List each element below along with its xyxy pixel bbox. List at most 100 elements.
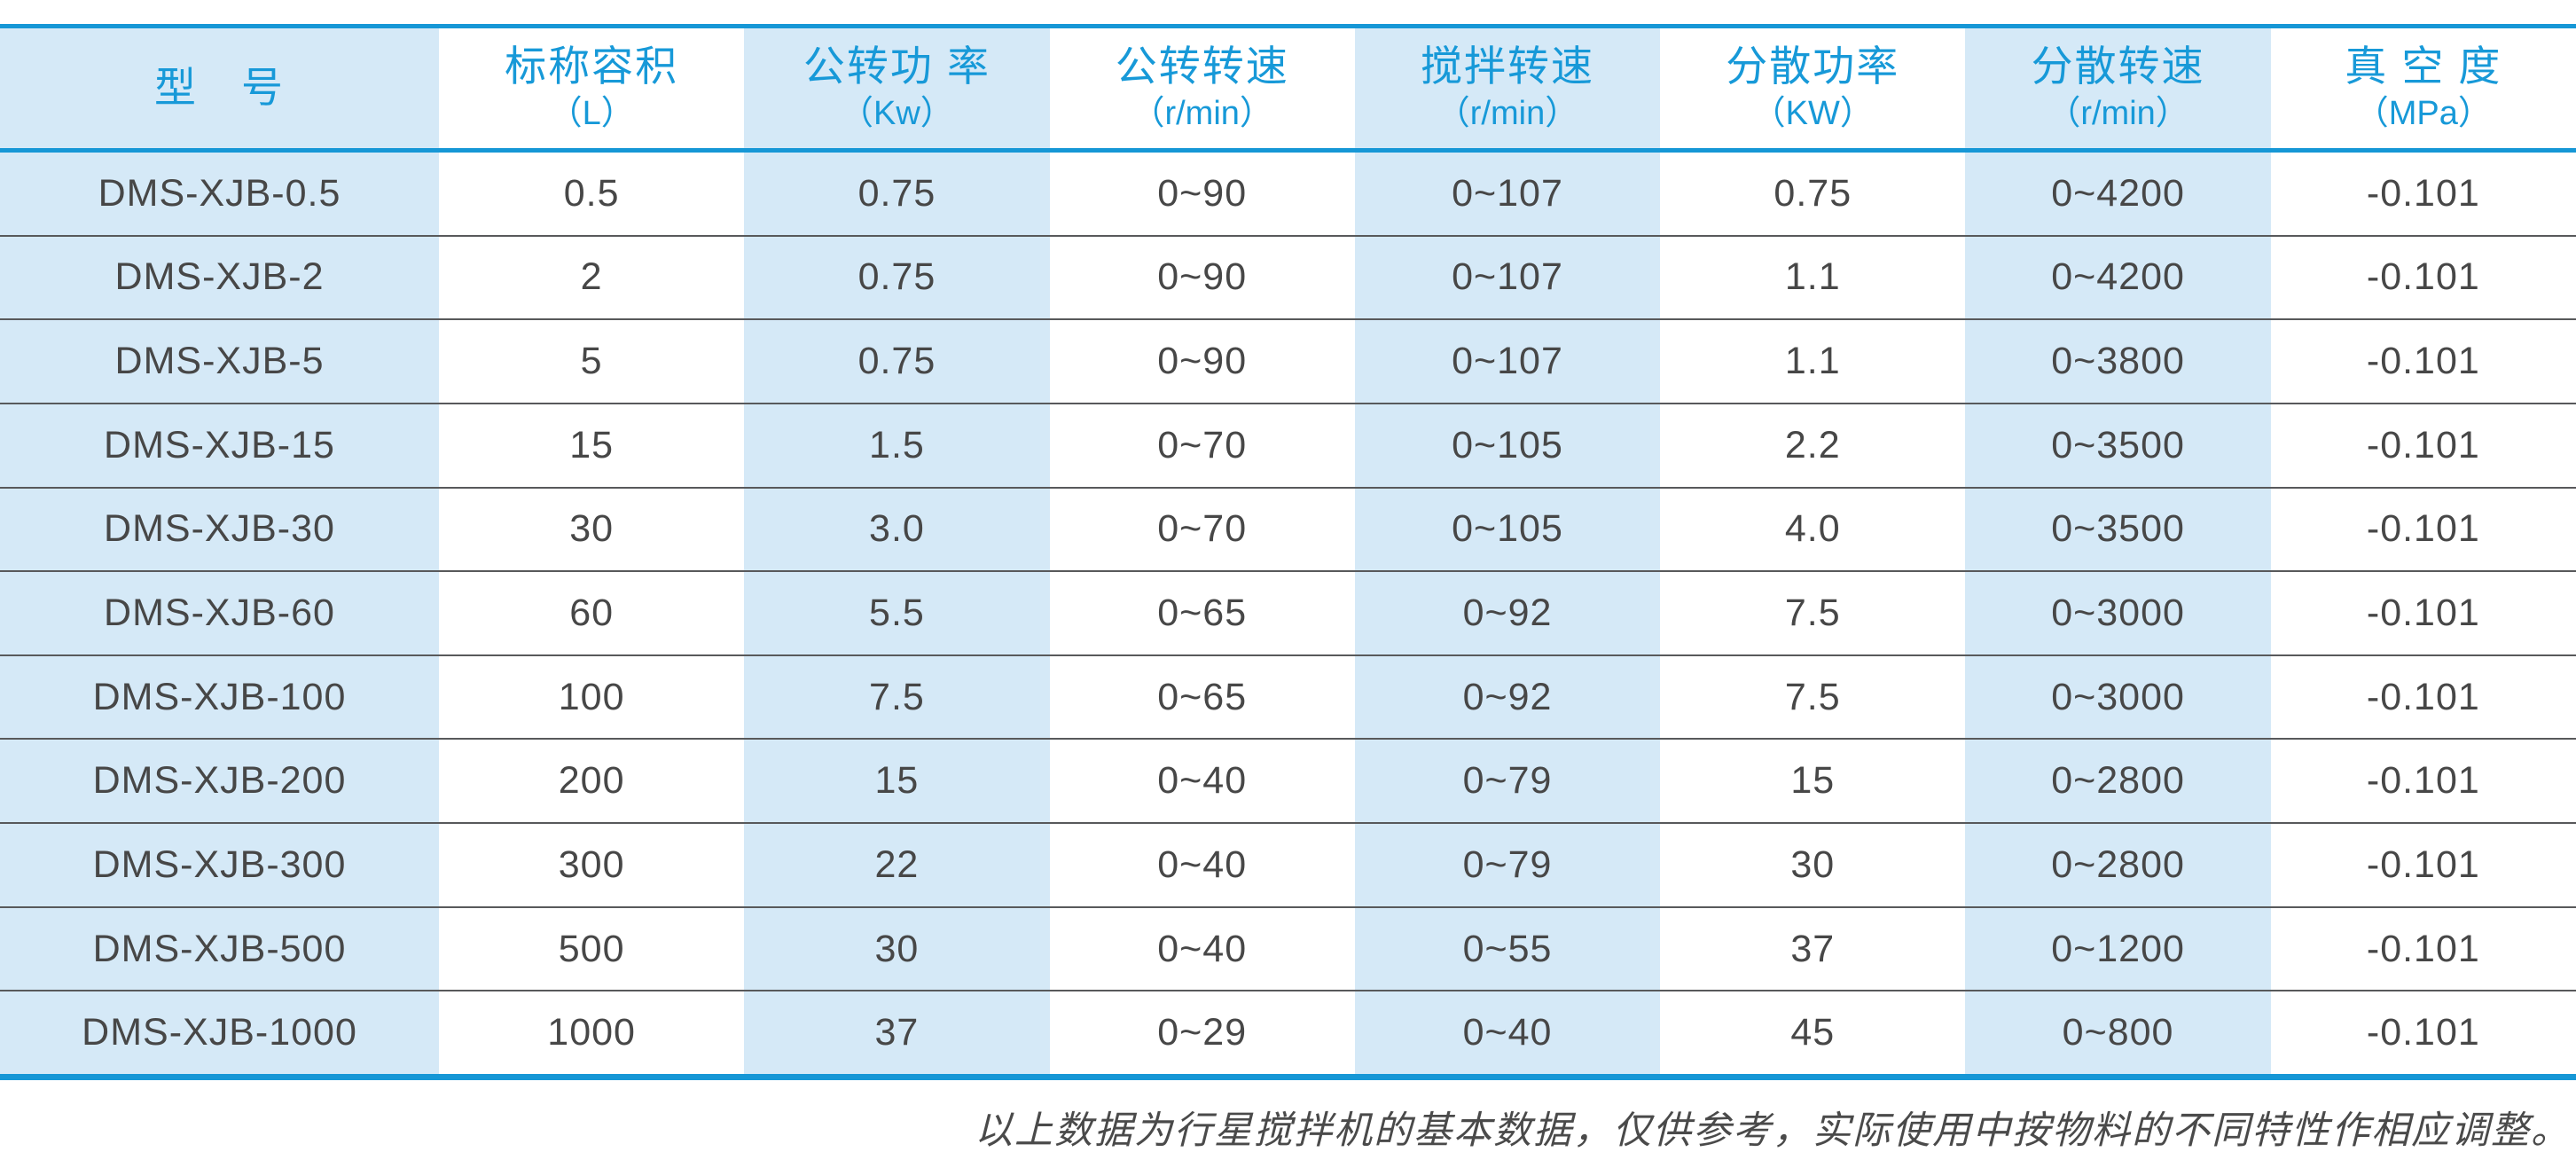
- table-row: DMS-XJB-15 15 1.5 0~70 0~105 2.2 0~3500 -0.101: [0, 402, 2576, 487]
- table-row: DMS-XJB-0.5 0.5 0.75 0~90 0~107 0.75 0~4200 -0.…: [0, 153, 2576, 235]
- value-cell: 7.5: [744, 655, 1050, 739]
- value-cell: 0.75: [744, 320, 1050, 403]
- value-cell: 1.5: [744, 404, 1050, 487]
- value-cell: 1000: [547, 1011, 636, 1054]
- value-cell: 0~40: [1157, 842, 1248, 886]
- value-cell: 0~2800: [1965, 824, 2271, 906]
- col-header-unit: （r/min）: [1436, 95, 1579, 133]
- value-cell: 0.75: [744, 153, 1050, 235]
- col-header-label: 搅拌转速: [1420, 43, 1594, 90]
- value-cell: -0.101: [2366, 340, 2480, 383]
- table-bottom-border: [0, 1074, 2576, 1080]
- value-cell: 0~90: [1157, 340, 1248, 383]
- value-cell: 0~65: [1157, 675, 1248, 718]
- value-cell: 200: [558, 759, 625, 803]
- value-cell: 37: [1790, 927, 1836, 970]
- value-cell: 0~40: [1354, 991, 1661, 1075]
- table-row: DMS-XJB-100 100 7.5 0~65 0~92 7.5 0~3000 -0.101: [0, 654, 2576, 739]
- footnote-text: 以上数据为行星搅拌机的基本数据，仅供参考，实际使用中按物料的不同特性作相应调整。: [975, 1110, 2571, 1152]
- value-cell: 0~105: [1354, 488, 1661, 571]
- value-cell: 0~107: [1354, 153, 1661, 235]
- table-row: DMS-XJB-30 30 3.0 0~70 0~105 4.0 0~3500 -0.101: [0, 486, 2576, 571]
- value-cell: 0~40: [1157, 927, 1248, 970]
- value-cell: 3.0: [744, 488, 1050, 571]
- value-cell: 1.1: [1784, 340, 1841, 383]
- col-header-unit: （MPa）: [2354, 95, 2492, 133]
- model-cell: DMS-XJB-200: [0, 740, 439, 823]
- value-cell: 0~79: [1354, 824, 1661, 906]
- value-cell: 300: [558, 842, 625, 886]
- col-header-unit: （Kw）: [840, 95, 954, 133]
- col-header-label: 型 号: [154, 64, 285, 112]
- value-cell: 5: [580, 340, 603, 383]
- col-header-label: 分散功率: [1726, 43, 1900, 90]
- col-header-nominal-capacity: 标称容积 （L）: [439, 28, 744, 148]
- value-cell: 0.75: [1773, 171, 1852, 215]
- value-cell: -0.101: [2366, 842, 2480, 886]
- col-header-vacuum-degree: 真 空 度 （MPa）: [2271, 28, 2576, 148]
- model-cell: DMS-XJB-60: [0, 572, 439, 654]
- value-cell: 0~4200: [1965, 153, 2271, 235]
- spec-table: 型 号 标称容积 （L） 公转功 率 （Kw） 公转转速 （r/min） 搅拌转…: [0, 24, 2576, 1080]
- value-cell: 30: [569, 507, 615, 551]
- value-cell: 2.2: [1784, 423, 1841, 466]
- value-cell: 0~3500: [1965, 488, 2271, 571]
- value-cell: 15: [1790, 759, 1836, 803]
- value-cell: 0~107: [1354, 320, 1661, 403]
- col-header-dispersion-power: 分散功率 （KW）: [1660, 28, 1965, 148]
- value-cell: 0~1200: [1965, 907, 2271, 991]
- value-cell: 15: [569, 423, 615, 466]
- model-cell: DMS-XJB-0.5: [0, 153, 439, 235]
- col-header-label: 真 空 度: [2345, 43, 2502, 90]
- value-cell: 0~65: [1157, 592, 1248, 635]
- value-cell: -0.101: [2366, 171, 2480, 215]
- model-cell: DMS-XJB-30: [0, 488, 439, 571]
- value-cell: 0~79: [1354, 740, 1661, 823]
- col-header-label: 分散转速: [2031, 43, 2205, 90]
- model-cell: DMS-XJB-15: [0, 404, 439, 487]
- model-cell: DMS-XJB-100: [0, 655, 439, 739]
- value-cell: 60: [569, 592, 615, 635]
- value-cell: 45: [1790, 1011, 1836, 1054]
- value-cell: 0~107: [1354, 236, 1661, 319]
- value-cell: 0~3800: [1965, 320, 2271, 403]
- col-header-unit: （r/min）: [1131, 95, 1273, 133]
- col-header-revolution-speed: 公转转速 （r/min）: [1050, 28, 1355, 148]
- value-cell: -0.101: [2366, 423, 2480, 466]
- col-header-unit: （r/min）: [2047, 95, 2189, 133]
- value-cell: 0.5: [563, 171, 620, 215]
- model-cell: DMS-XJB-5: [0, 320, 439, 403]
- table-row: DMS-XJB-5 5 0.75 0~90 0~107 1.1 0~3800 -0.101: [0, 318, 2576, 403]
- table-row: DMS-XJB-1000 1000 37 0~29 0~40 45 0~800 -0.101: [0, 990, 2576, 1075]
- table-row: DMS-XJB-500 500 30 0~40 0~55 37 0~1200 -0.101: [0, 905, 2576, 991]
- value-cell: 30: [1790, 842, 1836, 886]
- value-cell: 0~92: [1354, 655, 1661, 739]
- value-cell: 0~3500: [1965, 404, 2271, 487]
- value-cell: 0~55: [1354, 907, 1661, 991]
- value-cell: 4.0: [1784, 507, 1841, 551]
- table-row: DMS-XJB-2 2 0.75 0~90 0~107 1.1 0~4200 -0.101: [0, 234, 2576, 319]
- value-cell: -0.101: [2366, 1011, 2480, 1054]
- col-header-unit: （L）: [548, 95, 635, 133]
- value-cell: 1.1: [1784, 255, 1841, 299]
- value-cell: 15: [744, 740, 1050, 823]
- col-header-stirring-speed: 搅拌转速 （r/min）: [1354, 28, 1661, 148]
- value-cell: 0~800: [1965, 991, 2271, 1075]
- value-cell: 7.5: [1784, 675, 1841, 718]
- model-cell: DMS-XJB-500: [0, 907, 439, 991]
- value-cell: 0~3000: [1965, 655, 2271, 739]
- value-cell: 0~70: [1157, 423, 1248, 466]
- col-header-label: 标称容积: [505, 43, 679, 90]
- value-cell: 500: [558, 927, 625, 970]
- value-cell: 5.5: [744, 572, 1050, 654]
- value-cell: 0~40: [1157, 759, 1248, 803]
- table-row: DMS-XJB-60 60 5.5 0~65 0~92 7.5 0~3000 -0.101: [0, 570, 2576, 654]
- table-header-divider: [0, 148, 2576, 153]
- col-header-unit: （KW）: [1751, 95, 1874, 133]
- table-header-row: 型 号 标称容积 （L） 公转功 率 （Kw） 公转转速 （r/min） 搅拌转…: [0, 28, 2576, 148]
- value-cell: 0~29: [1157, 1011, 1248, 1054]
- value-cell: 37: [744, 991, 1050, 1075]
- value-cell: 0.75: [744, 236, 1050, 319]
- value-cell: 0~90: [1157, 255, 1248, 299]
- value-cell: 0~3000: [1965, 572, 2271, 654]
